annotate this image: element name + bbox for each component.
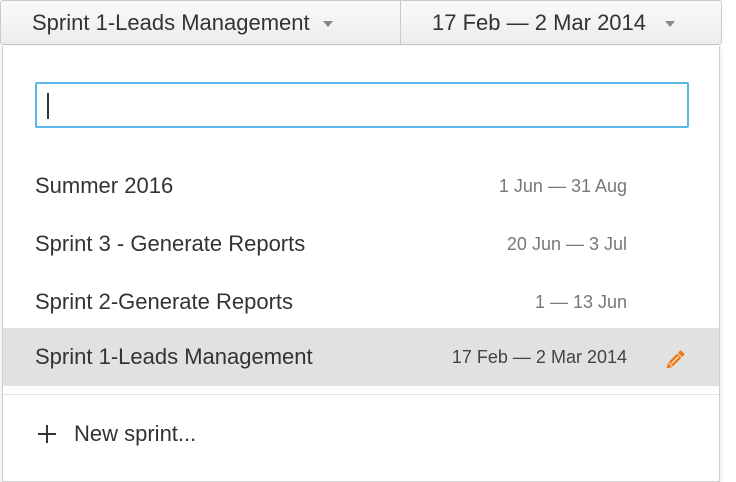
- sprint-selector-button[interactable]: Sprint 1-Leads Management: [0, 0, 401, 45]
- toolbar: Sprint 1-Leads Management 17 Feb — 2 Mar…: [0, 0, 722, 45]
- sprint-item-sprint-1-selected[interactable]: Sprint 1-Leads Management 17 Feb — 2 Mar…: [3, 328, 719, 386]
- sprint-item-dates: 1 Jun — 31 Aug: [498, 175, 627, 196]
- sprint-item-name: Summer 2016: [35, 173, 174, 198]
- text-cursor: [47, 93, 49, 119]
- pencil-icon[interactable]: [663, 348, 687, 372]
- sprint-item-sprint-2[interactable]: Sprint 2-Generate Reports 1 — 13 Jun: [3, 273, 719, 331]
- sprint-item-dates: 1 — 13 Jun: [534, 291, 627, 312]
- date-range-label: 17 Feb — 2 Mar 2014: [432, 9, 647, 35]
- sprint-item-dates: 17 Feb — 2 Mar 2014: [451, 346, 627, 367]
- plus-icon: [38, 425, 56, 443]
- sprint-item-dates: 20 Jun — 3 Jul: [506, 233, 627, 254]
- new-sprint-label: New sprint...: [74, 421, 197, 446]
- sprint-search-input[interactable]: [35, 82, 689, 128]
- sprint-dropdown-menu: Summer 2016 1 Jun — 31 Aug Sprint 3 - Ge…: [2, 46, 720, 482]
- chevron-down-icon: [665, 20, 676, 27]
- sprint-item-summer-2016[interactable]: Summer 2016 1 Jun — 31 Aug: [3, 157, 719, 215]
- sprint-item-name: Sprint 2-Generate Reports: [35, 289, 294, 314]
- chevron-down-icon: [322, 20, 333, 27]
- menu-divider: [3, 394, 719, 395]
- new-sprint-button[interactable]: New sprint...: [3, 406, 719, 462]
- sprint-item-name: Sprint 1-Leads Management: [35, 344, 313, 369]
- date-range-button[interactable]: 17 Feb — 2 Mar 2014: [401, 0, 722, 45]
- sprint-item-name: Sprint 3 - Generate Reports: [35, 231, 306, 256]
- sprint-selector-label: Sprint 1-Leads Management: [32, 9, 310, 35]
- sprint-item-sprint-3[interactable]: Sprint 3 - Generate Reports 20 Jun — 3 J…: [3, 215, 719, 273]
